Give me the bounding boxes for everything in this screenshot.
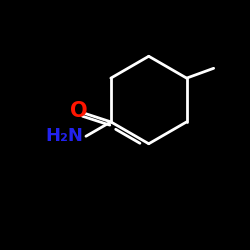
Text: O: O [70,101,88,121]
Text: H₂N: H₂N [46,127,84,145]
